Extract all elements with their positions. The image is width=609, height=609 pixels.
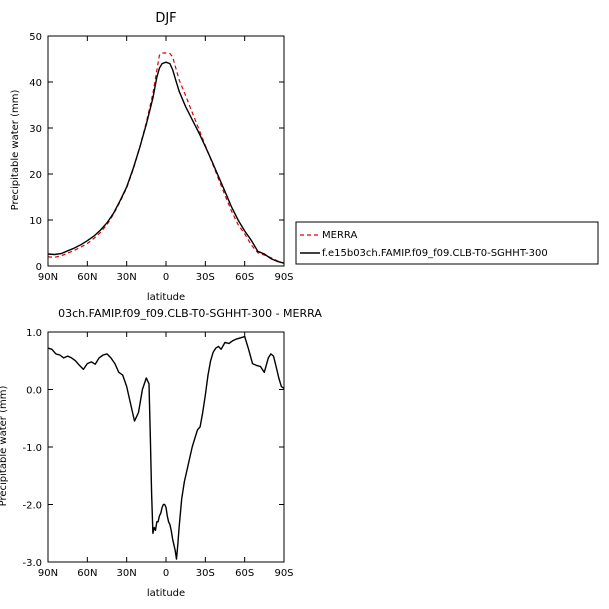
legend-box [295, 221, 599, 265]
top-series-line-0 [47, 52, 285, 264]
bottom-xtick-label: 30N [117, 568, 137, 579]
top-ytick-label: 30 [29, 124, 42, 135]
legend-label-merra: MERRA [322, 230, 357, 241]
bottom-ytick-label: 1.0 [26, 328, 42, 339]
top-xtick-label: 30N [117, 272, 137, 283]
top-xtick-label: 60S [235, 272, 254, 283]
top-ytick-label: 50 [29, 32, 42, 43]
bottom-ylabel: Precipitable water (mm) [0, 386, 9, 507]
top-xtick-label: 30S [196, 272, 215, 283]
top-xlabel: latitude [147, 292, 185, 303]
top-xtick-label: 60N [77, 272, 97, 283]
bottom-xtick-label: 60S [235, 568, 254, 579]
top-ytick-label: 0 [36, 262, 42, 273]
top-ytick-label: 40 [29, 78, 42, 89]
top-xtick-label: 90S [274, 272, 293, 283]
top-ylabel: Precipitable water (mm) [10, 90, 21, 211]
bottom-xtick-label: 30S [196, 568, 215, 579]
bottom-ytick-label: 0.0 [26, 386, 42, 397]
top-ytick-label: 10 [29, 216, 42, 227]
bottom-xtick-label: 90N [38, 568, 58, 579]
bottom-plot-frame [47, 331, 285, 563]
top-title: DJF [155, 11, 176, 26]
top-ytick-label: 20 [29, 170, 42, 181]
legend-label-model: f.e15b03ch.FAMIP.f09_f09.CLB-T0-SGHHT-30… [322, 248, 548, 259]
bottom-xtick-label: 0 [163, 568, 169, 579]
bottom-xtick-label: 60N [77, 568, 97, 579]
top-series-line-1 [47, 61, 285, 264]
bottom-series-line-0 [47, 335, 285, 560]
bottom-title: 03ch.FAMIP.f09_f09.CLB-T0-SGHHT-300 - ME… [58, 307, 322, 320]
top-xtick-label: 90N [38, 272, 58, 283]
bottom-ytick-label: -3.0 [22, 558, 42, 569]
bottom-xlabel: latitude [147, 588, 185, 599]
bottom-ytick-label: -2.0 [22, 501, 42, 512]
bottom-ytick-label: -1.0 [22, 443, 42, 454]
bottom-xtick-label: 90S [274, 568, 293, 579]
top-plot-frame [47, 35, 285, 267]
top-xtick-label: 0 [163, 272, 169, 283]
